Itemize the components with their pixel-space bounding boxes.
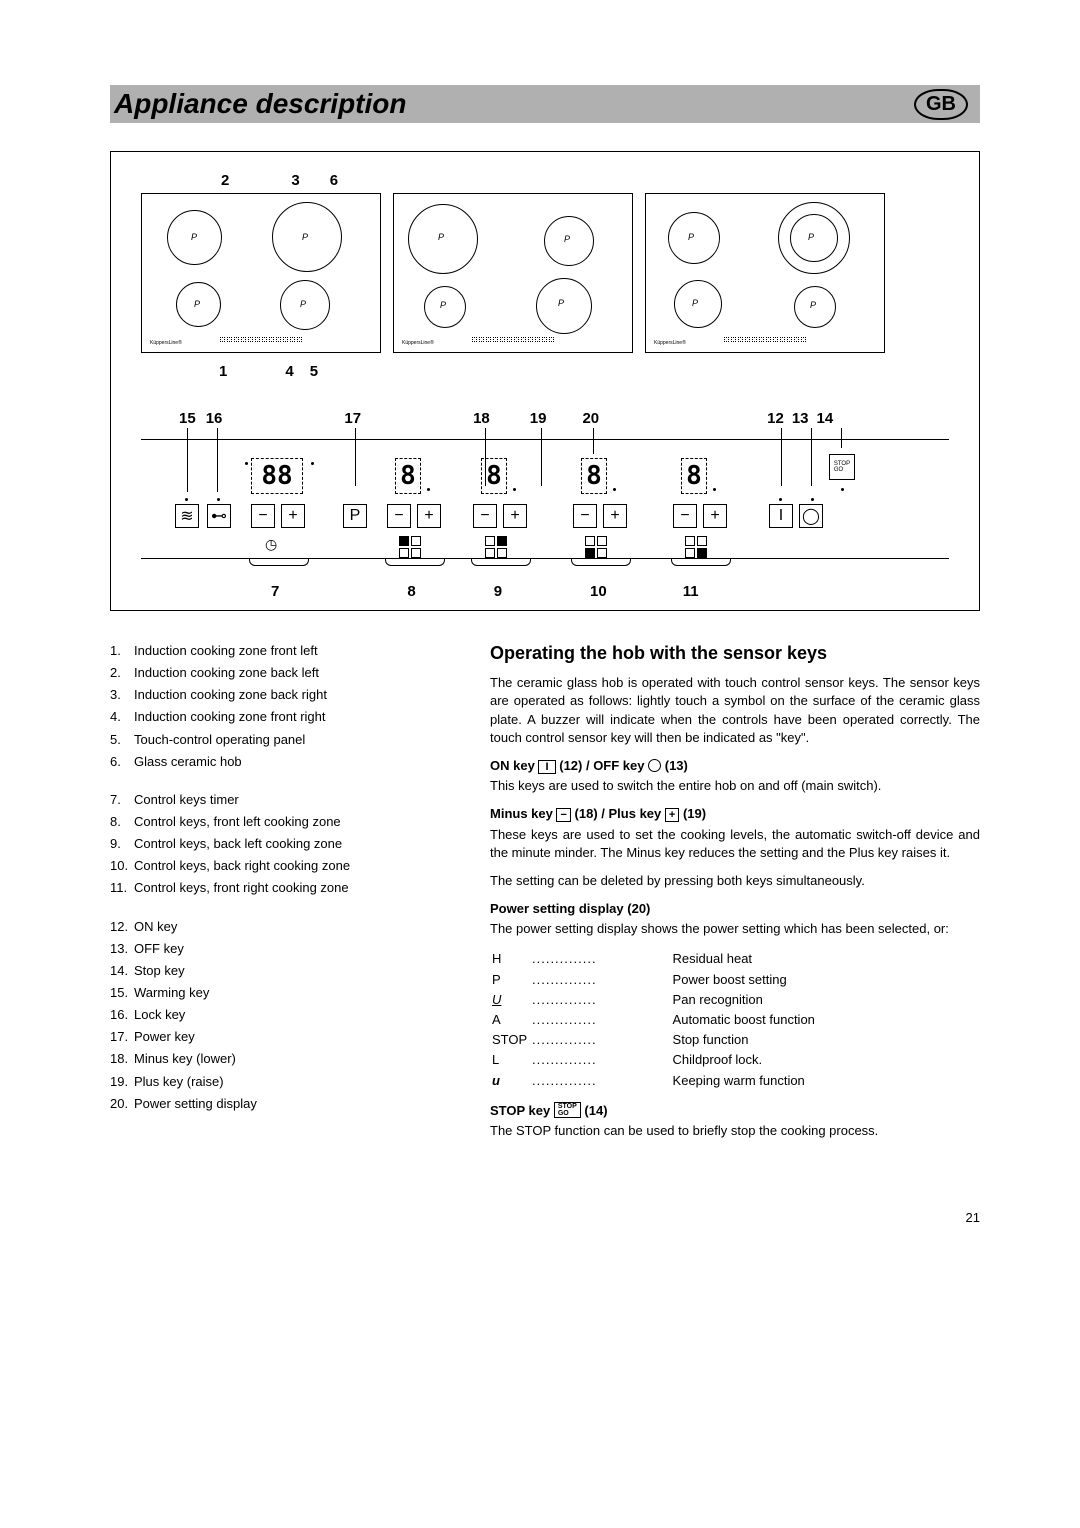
legend-item: 10.Control keys, back right cooking zone — [110, 856, 450, 876]
minusplus-para-a: These keys are used to set the cooking l… — [490, 826, 980, 862]
off-key: ◯ — [799, 504, 823, 528]
subhead-minusplus: Minus key − (18) / Plus key + (19) — [490, 805, 980, 823]
off-key-icon — [648, 759, 661, 772]
label-1: 1 — [219, 363, 227, 380]
symbol-row: STOP.............. Stop function — [492, 1031, 978, 1049]
operating-section: Operating the hob with the sensor keys T… — [490, 641, 980, 1150]
content-columns: 1.Induction cooking zone front left2.Ind… — [110, 641, 980, 1150]
section-heading: Operating the hob with the sensor keys — [490, 641, 980, 666]
zone3-indicator-icon — [585, 536, 607, 558]
hob-panel-3: P P P P KüppersLine® — [645, 193, 885, 353]
zone2-indicator-icon — [485, 536, 507, 558]
subhead-power-display: Power setting display (20) — [490, 900, 980, 918]
appliance-diagram: 2 3 6 P P P P KüppersLine® P P P P — [110, 151, 980, 611]
legend-list: 1.Induction cooking zone front left2.Ind… — [110, 641, 450, 1150]
zone-display-2: 8 — [481, 458, 507, 494]
zone4-plus: + — [703, 504, 727, 528]
symbol-row: H.............. Residual heat — [492, 950, 978, 968]
legend-item: 1.Induction cooking zone front left — [110, 641, 450, 661]
zone4-indicator-icon — [685, 536, 707, 558]
timer-plus-key: + — [281, 504, 305, 528]
timer-minus-key: − — [251, 504, 275, 528]
zone-display-1: 8 — [395, 458, 421, 494]
clock-icon: ◷ — [265, 536, 277, 553]
symbol-table: H.............. Residual heat P..........… — [490, 948, 980, 1091]
label-3: 3 — [291, 172, 299, 189]
zone1-indicator-icon — [399, 536, 421, 558]
hob-bottom-labels: 1 4 5 — [141, 363, 949, 380]
legend-item: 3.Induction cooking zone back right — [110, 685, 450, 705]
stop-para: The STOP function can be used to briefly… — [490, 1122, 980, 1140]
hob-panel-2: P P P P KüppersLine® — [393, 193, 633, 353]
control-panel-diagram: 88 ≋ ⊷ − + ◷ P 8 − + 8 − + 8 − + 8 — [141, 439, 949, 559]
minusplus-para-b: The setting can be deleted by pressing b… — [490, 872, 980, 890]
symbol-row: A.............. Automatic boost function — [492, 1011, 978, 1029]
subhead-onoff: ON key I (12) / OFF key (13) — [490, 757, 980, 775]
label-6: 6 — [330, 172, 338, 189]
legend-item: 2.Induction cooking zone back left — [110, 663, 450, 683]
header-bar: Appliance description GB — [110, 85, 980, 123]
hob-panels: P P P P KüppersLine® P P P P KüppersLine… — [141, 193, 949, 353]
symbol-row: P.............. Power boost setting — [492, 971, 978, 989]
onoff-paragraph: This keys are used to switch the entire … — [490, 777, 980, 795]
zone3-minus: − — [573, 504, 597, 528]
page-title: Appliance description — [114, 88, 407, 120]
legend-item: 17.Power key — [110, 1027, 450, 1047]
legend-item: 19.Plus key (raise) — [110, 1072, 450, 1092]
legend-item: 13.OFF key — [110, 939, 450, 959]
power-key: P — [343, 504, 367, 528]
legend-item: 15.Warming key — [110, 983, 450, 1003]
warming-key-icon: ≋ — [175, 504, 199, 528]
timer-display: 88 — [251, 458, 303, 494]
gb-badge: GB — [914, 89, 968, 120]
subhead-stop: STOP key STOPGO (14) — [490, 1102, 980, 1120]
lock-key-icon: ⊷ — [207, 504, 231, 528]
plus-key-icon: + — [665, 808, 679, 822]
zone2-minus: − — [473, 504, 497, 528]
hob-panel-1: P P P P KüppersLine® — [141, 193, 381, 353]
zone4-minus: − — [673, 504, 697, 528]
ctrl-bottom-labels: 7 8 9 10 11 — [141, 583, 949, 600]
zone1-minus: − — [387, 504, 411, 528]
zone-display-3: 8 — [581, 458, 607, 494]
legend-item: 12.ON key — [110, 917, 450, 937]
legend-item: 8.Control keys, front left cooking zone — [110, 812, 450, 832]
minus-key-icon: − — [556, 808, 570, 822]
label-5: 5 — [310, 363, 318, 380]
page-number: 21 — [110, 1210, 980, 1225]
on-key-icon: I — [538, 760, 555, 774]
legend-item: 9.Control keys, back left cooking zone — [110, 834, 450, 854]
legend-item: 18.Minus key (lower) — [110, 1049, 450, 1069]
legend-item: 7.Control keys timer — [110, 790, 450, 810]
stop-key-icon: STOPGO — [554, 1102, 581, 1118]
legend-item: 6.Glass ceramic hob — [110, 752, 450, 772]
legend-item: 14.Stop key — [110, 961, 450, 981]
power-display-para: The power setting display shows the powe… — [490, 920, 980, 938]
zone3-plus: + — [603, 504, 627, 528]
stop-key: STOP GO — [829, 454, 855, 480]
label-2: 2 — [221, 172, 229, 189]
zone1-plus: + — [417, 504, 441, 528]
zone-display-4: 8 — [681, 458, 707, 494]
zone2-plus: + — [503, 504, 527, 528]
symbol-row: u.............. Keeping warm function — [492, 1072, 978, 1090]
on-key: I — [769, 504, 793, 528]
legend-item: 4.Induction cooking zone front right — [110, 707, 450, 727]
legend-item: 5.Touch-control operating panel — [110, 730, 450, 750]
legend-item: 20.Power setting display — [110, 1094, 450, 1114]
legend-item: 11.Control keys, front right cooking zon… — [110, 878, 450, 898]
ctrl-top-labels: 15 16 17 18 19 20 12 13 14 — [141, 410, 949, 427]
symbol-row: L.............. Childproof lock. — [492, 1051, 978, 1069]
label-4: 4 — [285, 363, 293, 380]
intro-paragraph: The ceramic glass hob is operated with t… — [490, 674, 980, 747]
legend-item: 16.Lock key — [110, 1005, 450, 1025]
symbol-row: U.............. Pan recognition — [492, 991, 978, 1009]
hob-top-labels: 2 3 6 — [141, 172, 949, 189]
